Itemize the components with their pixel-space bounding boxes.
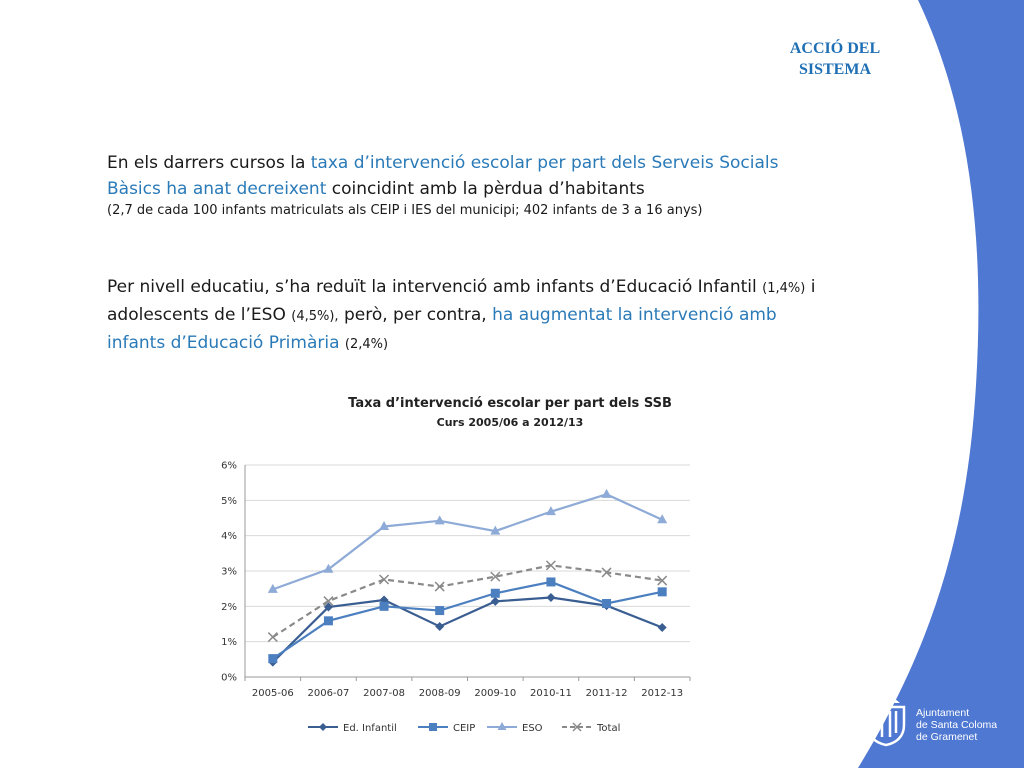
- coat-of-arms-icon: [866, 698, 906, 747]
- legend-marker-ed-infantil: [319, 723, 327, 731]
- section-title: ACCIÓ DEL SISTEMA: [770, 38, 900, 80]
- data-point-ceip: [546, 577, 556, 587]
- intro-text-2: coincidint amb la pèrdua d’habitants: [326, 179, 645, 199]
- level-text-2: i adolescents de l’ESO: [107, 277, 816, 325]
- y-tick-label: 3%: [221, 567, 237, 578]
- x-tick-label: 2007-08: [363, 688, 405, 699]
- data-point-eso: [601, 488, 612, 498]
- legend-marker-ceip: [429, 723, 437, 731]
- data-point-total: [545, 560, 556, 571]
- city-council-logo: Ajuntament de Santa Coloma de Gramenet: [862, 695, 1012, 750]
- data-point-total: [267, 632, 278, 643]
- data-point-ed-infantil: [490, 596, 500, 606]
- data-point-eso: [434, 515, 445, 525]
- logo-line3: de Gramenet: [916, 731, 978, 743]
- data-point-total: [490, 571, 501, 582]
- legend-label-total: Total: [596, 723, 620, 734]
- data-point-eso: [379, 520, 390, 530]
- legend-label-eso: ESO: [522, 723, 543, 734]
- section-title-line2: SISTEMA: [798, 61, 872, 78]
- logo-text: Ajuntament de Santa Coloma de Gramenet: [916, 707, 997, 743]
- level-value-primaria: (2,4%): [344, 337, 389, 352]
- data-point-total: [434, 581, 445, 592]
- data-point-ceip: [268, 654, 278, 664]
- legend-label-ed-infantil: Ed. Infantil: [343, 723, 397, 734]
- data-point-total: [379, 574, 390, 585]
- x-tick-label: 2011-12: [586, 688, 628, 699]
- intro-note: (2,7 de cada 100 infants matriculats als…: [107, 203, 703, 218]
- level-value-infantil: (1,4%): [762, 281, 806, 296]
- data-point-eso: [267, 583, 278, 593]
- data-point-total: [657, 575, 668, 586]
- section-title-line1: ACCIÓ DEL: [789, 40, 881, 57]
- chart-title: Taxa d’intervenció escolar per part dels…: [348, 396, 672, 411]
- data-point-ceip: [602, 599, 612, 609]
- x-tick-label: 2005-06: [252, 688, 294, 699]
- data-point-total: [323, 596, 334, 607]
- y-tick-label: 1%: [221, 637, 237, 648]
- data-point-ceip: [323, 616, 333, 626]
- data-point-ceip: [657, 587, 667, 597]
- logo-line2: de Santa Coloma: [916, 719, 998, 731]
- level-text-1: Per nivell educatiu, s’ha reduït la inte…: [107, 277, 763, 297]
- chart-subtitle: Curs 2005/06 a 2012/13: [436, 416, 584, 429]
- legend-marker-total: [572, 722, 582, 732]
- data-point-eso: [323, 563, 334, 573]
- intro-paragraph: En els darrers cursos la taxa d’interven…: [107, 150, 807, 202]
- x-tick-label: 2010-11: [530, 688, 572, 699]
- series-line-ceip: [272, 580, 663, 660]
- x-tick-label: 2006-07: [308, 688, 350, 699]
- level-highlight: ha augmentat la intervenció amb infants …: [107, 305, 777, 353]
- intro-text-1: En els darrers cursos la: [107, 153, 311, 173]
- level-paragraph: Per nivell educatiu, s’ha reduït la inte…: [107, 274, 827, 358]
- data-point-ceip: [379, 601, 389, 611]
- series-line-ed-infantil: [272, 596, 663, 663]
- series-line-eso: [272, 493, 663, 591]
- data-point-eso: [657, 514, 668, 524]
- x-tick-label: 2012-13: [641, 688, 683, 699]
- data-point-total: [601, 567, 612, 578]
- data-point-ceip: [490, 588, 500, 598]
- series-line-total: [272, 564, 663, 638]
- intro-highlight: taxa d’intervenció escolar per part dels…: [107, 153, 779, 199]
- y-tick-label: 4%: [221, 531, 237, 542]
- data-point-ed-infantil: [435, 621, 445, 631]
- y-tick-label: 2%: [221, 602, 237, 613]
- data-point-ed-infantil: [546, 593, 556, 602]
- x-tick-label: 2008-09: [419, 688, 461, 699]
- logo-line1: Ajuntament: [916, 707, 970, 719]
- y-tick-label: 0%: [221, 673, 237, 684]
- y-tick-label: 5%: [221, 496, 237, 507]
- data-point-eso: [490, 525, 501, 535]
- level-text-3: però, per contra,: [338, 305, 493, 325]
- legend-label-ceip: CEIP: [453, 723, 475, 734]
- chart-title-block: Taxa d’intervenció escolar per part dels…: [250, 394, 770, 432]
- data-point-eso: [545, 506, 556, 516]
- y-tick-label: 6%: [221, 461, 237, 472]
- data-point-ceip: [435, 606, 445, 616]
- legend-marker-eso: [497, 722, 507, 730]
- level-value-eso: (4,5%),: [291, 309, 339, 324]
- data-point-ed-infantil: [323, 602, 333, 612]
- x-tick-label: 2009-10: [474, 688, 516, 699]
- data-point-ed-infantil: [657, 623, 667, 633]
